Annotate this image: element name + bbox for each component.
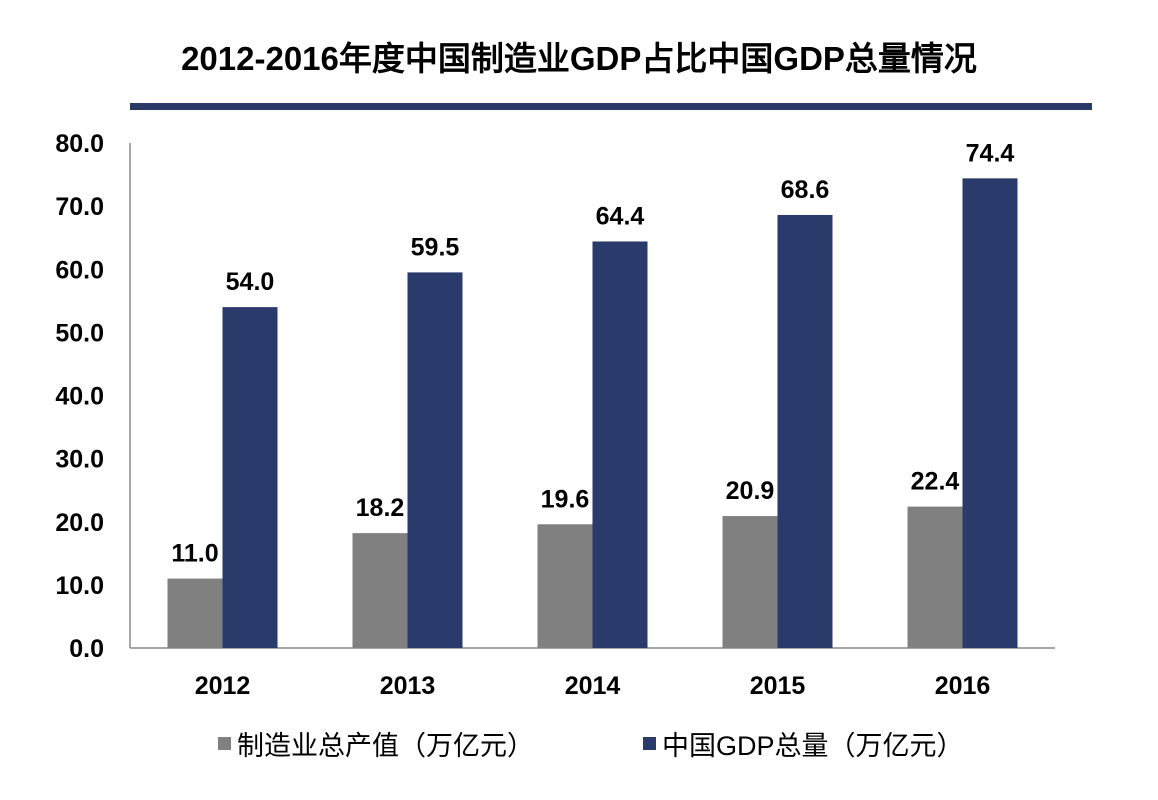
y-tick-label: 20.0: [55, 509, 104, 537]
x-tick-label: 2016: [935, 672, 991, 700]
x-tick-label: 2015: [750, 672, 806, 700]
legend-swatch-gdp: [643, 737, 656, 750]
data-label: 74.4: [966, 139, 1015, 167]
legend-swatch-manufacturing: [218, 737, 231, 750]
bar-gdp: [592, 241, 648, 648]
legend-label-gdp: 中国GDP总量（万亿元）: [662, 731, 964, 761]
bar-manufacturing: [352, 533, 408, 648]
title-rule: [130, 103, 1092, 110]
legend-item-gdp: 中国GDP总量（万亿元）: [643, 724, 964, 763]
data-label: 22.4: [911, 468, 960, 496]
y-tick-label: 50.0: [55, 319, 104, 347]
data-label: 64.4: [596, 202, 645, 230]
bar-manufacturing: [907, 506, 963, 648]
bar-gdp: [407, 272, 463, 648]
data-label: 19.6: [541, 485, 590, 513]
data-label: 68.6: [781, 176, 830, 204]
x-tick-label: 2013: [380, 672, 436, 700]
data-label: 18.2: [356, 494, 405, 522]
x-tick-label: 2014: [565, 672, 621, 700]
legend-item-manufacturing: 制造业总产值（万亿元）: [218, 724, 534, 763]
data-label: 11.0: [171, 540, 218, 568]
x-tick-label: 2012: [195, 672, 251, 700]
bar-gdp: [777, 214, 833, 648]
y-tick-label: 0.0: [69, 635, 104, 663]
bar-manufacturing: [722, 516, 778, 648]
bar-manufacturing: [537, 524, 593, 648]
bar-manufacturing: [167, 578, 223, 648]
y-tick-label: 30.0: [55, 446, 104, 474]
bar-gdp: [222, 307, 278, 648]
data-label: 54.0: [226, 268, 275, 296]
legend-label-manufacturing: 制造业总产值（万亿元）: [237, 731, 534, 761]
chart-title: 2012-2016年度中国制造业GDP占比中国GDP总量情况: [181, 40, 977, 77]
y-tick-label: 40.0: [55, 383, 104, 411]
data-label: 20.9: [726, 477, 775, 505]
y-tick-label: 70.0: [55, 193, 104, 221]
y-tick-label: 10.0: [55, 572, 104, 600]
data-label: 59.5: [411, 233, 460, 261]
y-tick-label: 60.0: [55, 256, 104, 284]
y-tick-label: 80.0: [55, 130, 104, 158]
bar-gdp: [962, 178, 1018, 648]
